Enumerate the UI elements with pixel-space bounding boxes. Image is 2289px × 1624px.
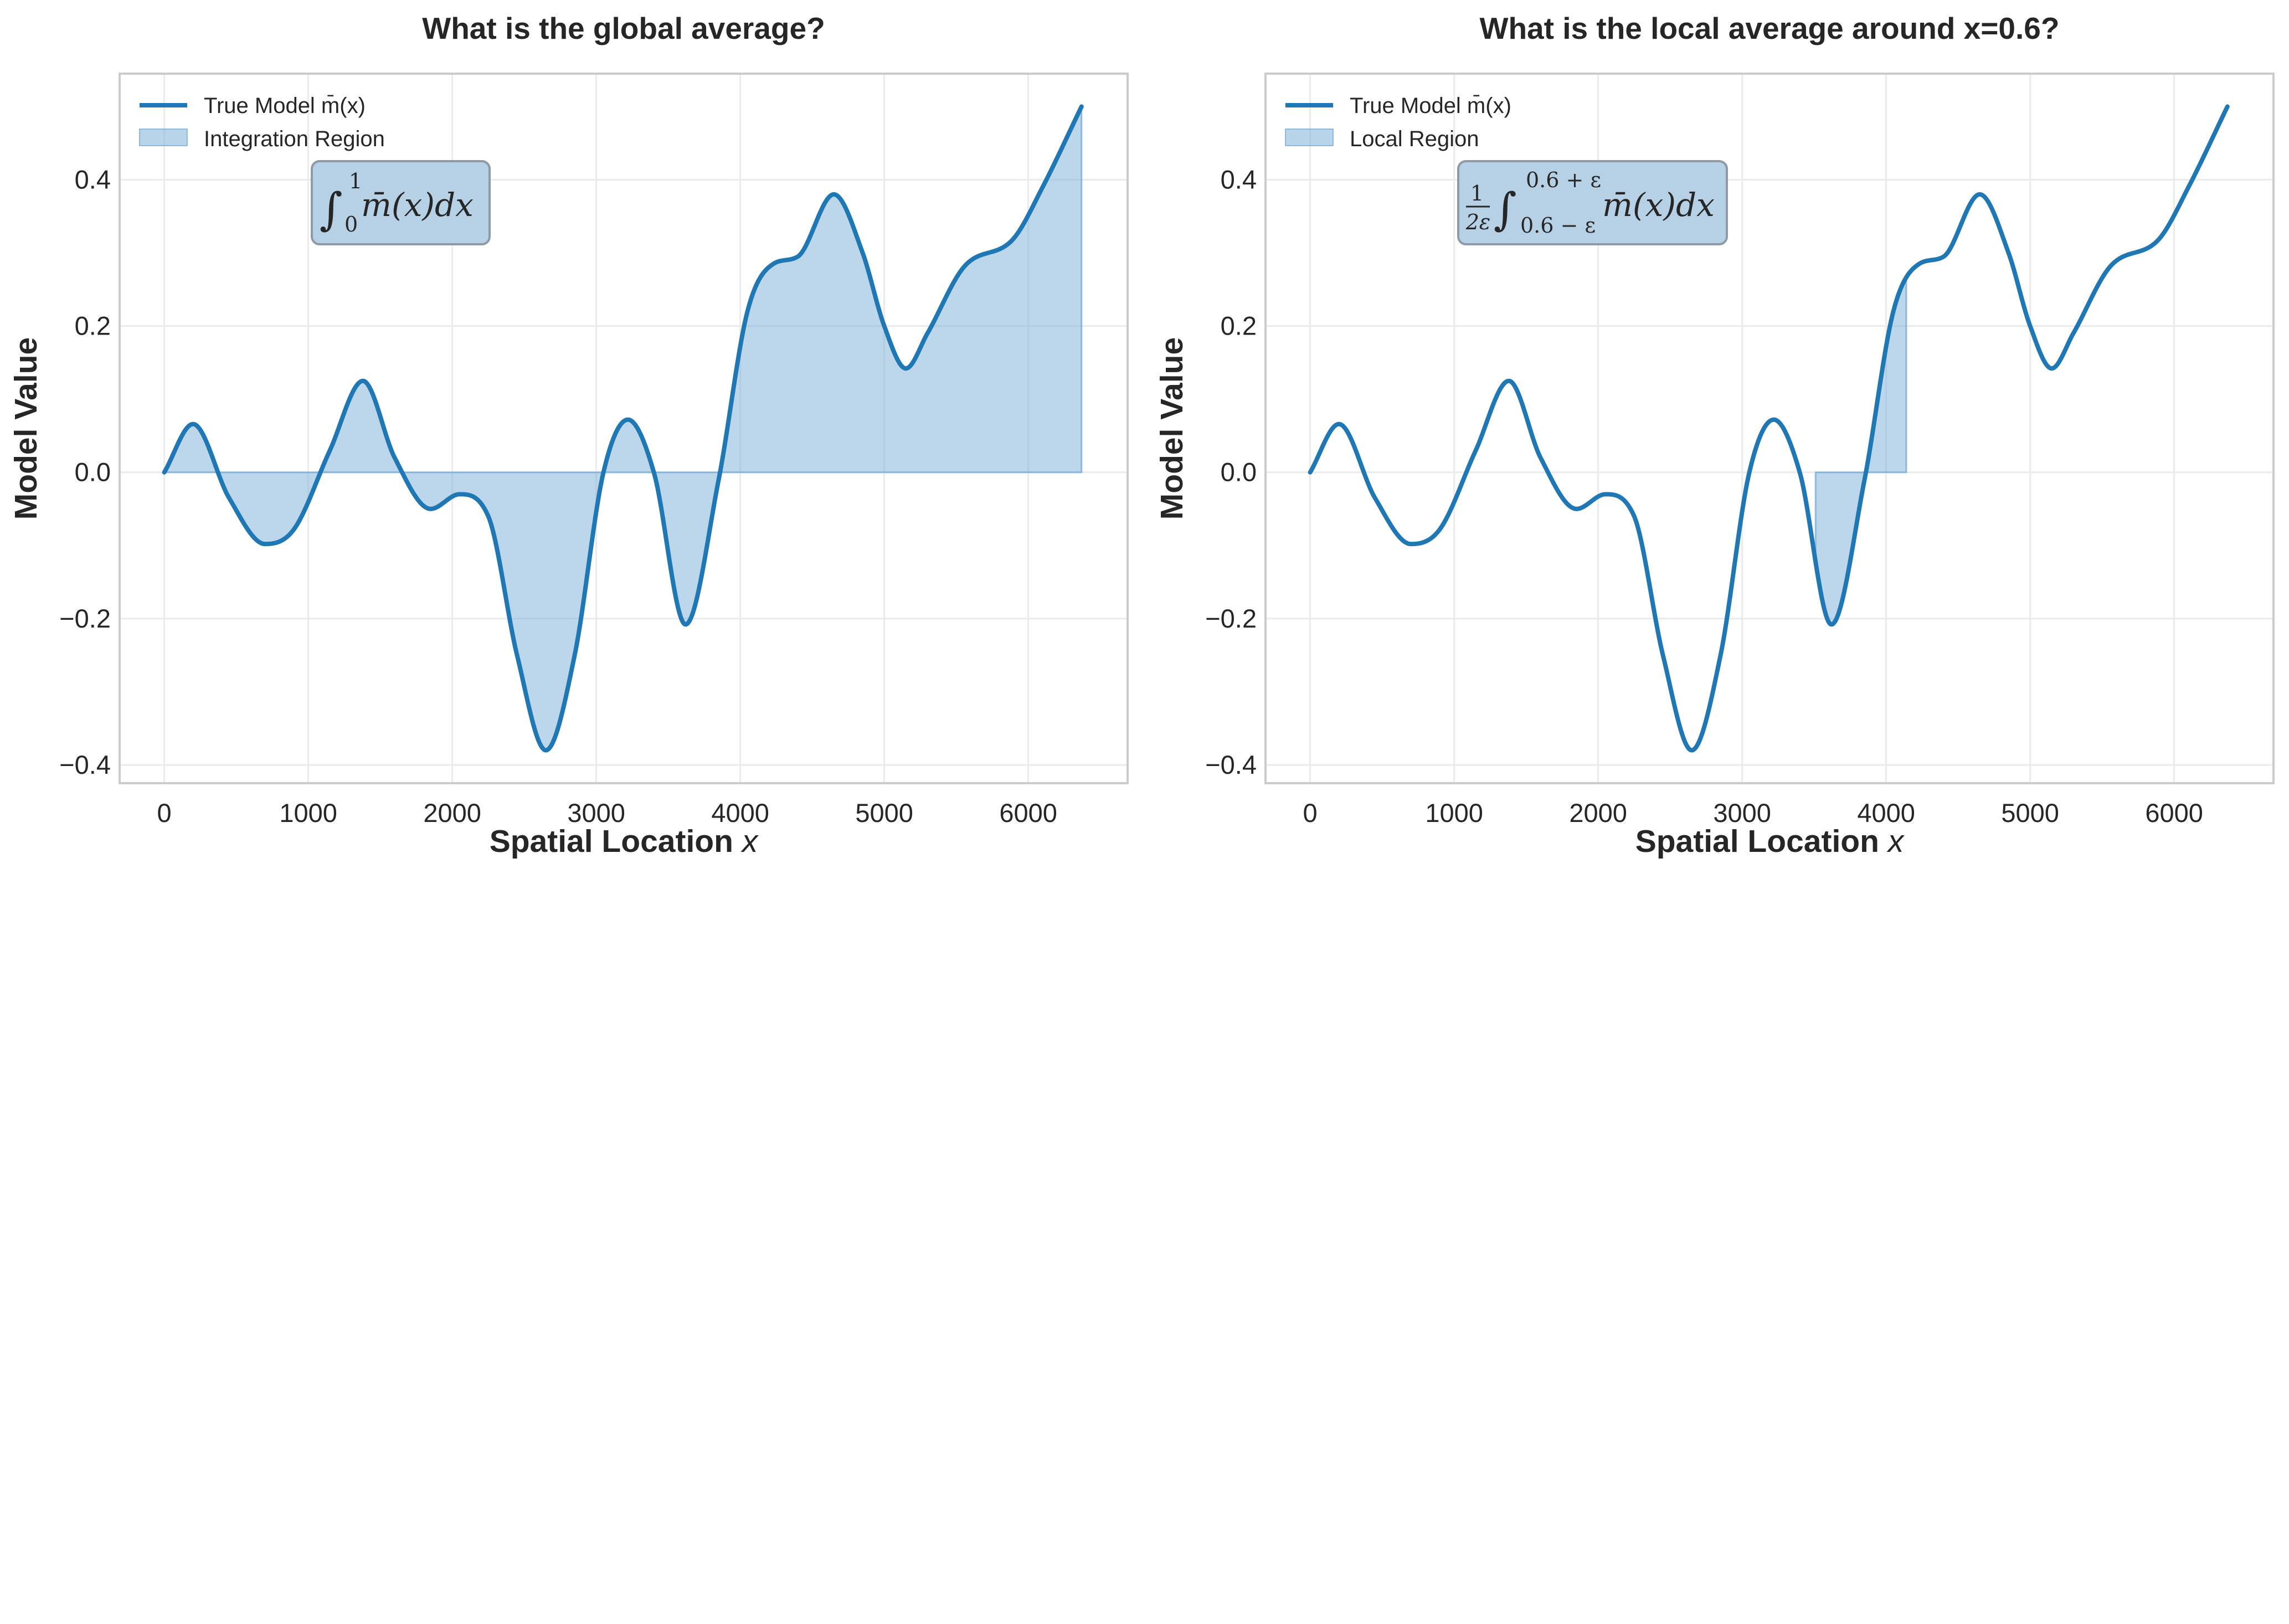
plot-frame [119, 73, 1129, 784]
formula-upper-limit: 1 [349, 169, 362, 193]
formula-lower-limit: 0 [344, 212, 358, 237]
formula-integral-sign: ∫ [1494, 183, 1517, 235]
x-tick-label: 1000 [279, 798, 337, 828]
formula-body: m̄(x)dx [1602, 186, 1715, 224]
legend-label-region: Integration Region [204, 127, 385, 151]
y-axis-label: Model Value [8, 337, 44, 520]
y-tick-label: 0.0 [1221, 458, 1257, 487]
x-axis-label-text: Spatial Location [490, 824, 733, 859]
x-axis-label-variable: x [733, 824, 759, 859]
chart-title: What is the local average around x=0.6? [1480, 11, 2060, 45]
y-tick-label: −0.4 [59, 750, 111, 779]
x-tick-label: 4000 [1857, 798, 1915, 828]
x-tick-label: 2000 [1569, 798, 1627, 828]
y-tick-label: 0.4 [75, 165, 111, 194]
y-tick-label: 0.2 [75, 311, 111, 341]
x-axis-label-text: Spatial Location [1635, 824, 1879, 859]
y-tick-label: 0.0 [75, 458, 111, 487]
formula-upper-limit: 0.6 + ε [1526, 168, 1601, 192]
chart-title: What is the global average? [422, 11, 825, 45]
plot-frame [1264, 73, 2275, 784]
x-tick-label: 3000 [1713, 798, 1771, 828]
formula-lower-limit: 0.6 − ε [1520, 213, 1596, 238]
formula-body: m̄(x)dx [361, 186, 474, 224]
formula-integral-sign: ∫ [320, 183, 343, 235]
x-tick-label: 0 [157, 798, 172, 828]
chart-panel-local: 0 1000 2000 3000 4000 5000 6000 −0.4 −0.2 0.0 0.2 0… [1154, 11, 2275, 859]
x-tick-label: 5000 [2001, 798, 2059, 828]
fill-region [1814, 274, 1907, 625]
y-tick-label: −0.4 [1205, 750, 1257, 779]
formula-box [311, 160, 491, 245]
legend-label-region: Local Region [1350, 127, 1479, 151]
y-tick-label: 0.2 [1221, 311, 1257, 341]
true-model-line [162, 104, 1084, 753]
x-tick-label: 6000 [2145, 798, 2203, 828]
true-model-line [1308, 104, 2230, 753]
legend-fill-swatch [1285, 129, 1334, 146]
x-tick-label: 0 [1303, 798, 1318, 828]
x-axis-label: Spatial Location x [490, 824, 759, 859]
x-axis-label: Spatial Location x [1635, 824, 1905, 859]
y-tick-label: 0.4 [1221, 165, 1257, 194]
fill-region [163, 106, 1083, 752]
x-tick-label: 2000 [423, 798, 481, 828]
formula-box [1457, 160, 1728, 245]
legend-label-true-model: True Model m̄(x) [1350, 94, 1511, 118]
x-tick-label: 4000 [711, 798, 769, 828]
x-tick-label: 3000 [567, 798, 625, 828]
legend-fill-swatch [139, 129, 188, 146]
y-axis-label: Model Value [1154, 337, 1190, 520]
legend-label-true-model: True Model m̄(x) [204, 94, 366, 118]
x-tick-label: 5000 [855, 798, 913, 828]
formula-fraction-numerator: 1 [1470, 181, 1484, 205]
x-tick-label: 6000 [999, 798, 1057, 828]
formula-fraction-denominator: 2ε [1465, 210, 1491, 234]
y-tick-label: −0.2 [59, 604, 111, 633]
y-tick-label: −0.2 [1205, 604, 1257, 633]
x-axis-label-variable: x [1879, 824, 1905, 859]
chart-panel-global: 0 1000 2000 3000 4000 5000 6000 −0.4 −0.2 0.0 0.2 0… [8, 11, 1129, 859]
x-tick-label: 1000 [1425, 798, 1483, 828]
